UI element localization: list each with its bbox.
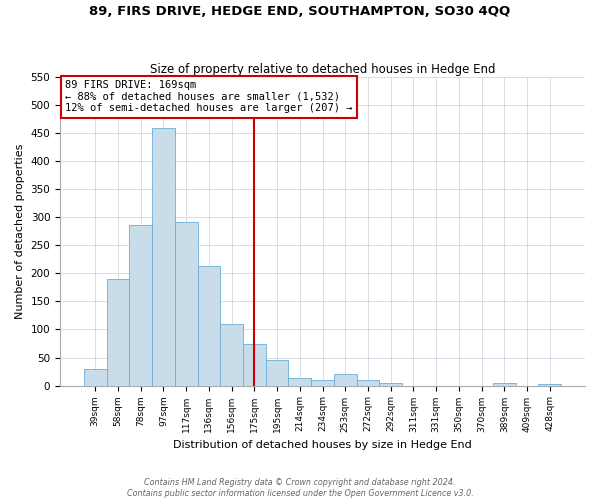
Y-axis label: Number of detached properties: Number of detached properties xyxy=(15,144,25,319)
X-axis label: Distribution of detached houses by size in Hedge End: Distribution of detached houses by size … xyxy=(173,440,472,450)
Bar xyxy=(493,383,515,386)
Bar xyxy=(311,380,334,386)
Bar xyxy=(289,378,311,386)
Bar xyxy=(84,368,107,386)
Bar xyxy=(107,279,130,386)
Text: 89, FIRS DRIVE, HEDGE END, SOUTHAMPTON, SO30 4QQ: 89, FIRS DRIVE, HEDGE END, SOUTHAMPTON, … xyxy=(89,5,511,18)
Text: 89 FIRS DRIVE: 169sqm
← 88% of detached houses are smaller (1,532)
12% of semi-d: 89 FIRS DRIVE: 169sqm ← 88% of detached … xyxy=(65,80,353,114)
Title: Size of property relative to detached houses in Hedge End: Size of property relative to detached ho… xyxy=(150,63,495,76)
Bar xyxy=(379,383,402,386)
Bar xyxy=(356,380,379,386)
Bar xyxy=(538,384,561,386)
Bar xyxy=(243,344,266,386)
Text: Contains HM Land Registry data © Crown copyright and database right 2024.
Contai: Contains HM Land Registry data © Crown c… xyxy=(127,478,473,498)
Bar xyxy=(266,360,289,386)
Bar xyxy=(152,128,175,386)
Bar xyxy=(130,224,152,386)
Bar xyxy=(334,374,356,386)
Bar xyxy=(175,222,197,386)
Bar xyxy=(220,324,243,386)
Bar xyxy=(197,266,220,386)
